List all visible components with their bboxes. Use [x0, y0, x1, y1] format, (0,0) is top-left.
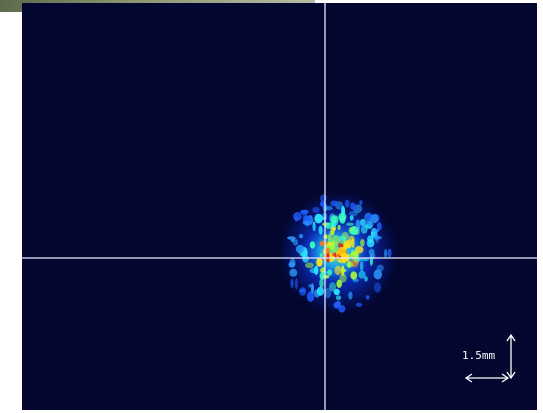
sensor-frame — [22, 3, 537, 410]
speckle — [330, 216, 337, 224]
speckle — [335, 266, 342, 276]
speckle — [346, 223, 354, 226]
speckle — [310, 241, 315, 248]
speckle — [330, 230, 335, 236]
speckle — [333, 227, 336, 230]
speckle — [325, 206, 333, 210]
speckle — [317, 287, 324, 296]
speckle — [359, 200, 362, 205]
speckle — [340, 274, 347, 283]
speckle — [290, 279, 293, 289]
speckle — [295, 278, 298, 289]
speckle — [296, 245, 305, 253]
speckle — [316, 258, 322, 267]
speckle — [312, 207, 319, 213]
speckle — [331, 240, 335, 250]
speckle — [358, 271, 365, 279]
beam-profile-image: 1.5mm — [0, 0, 543, 413]
speckle — [338, 225, 341, 230]
speckle — [348, 292, 352, 300]
speckle — [368, 223, 374, 226]
beam-spot — [276, 189, 400, 317]
speckle — [345, 200, 350, 208]
speckle — [384, 249, 387, 258]
speckle — [360, 239, 365, 247]
speckle — [299, 287, 306, 295]
scale-label: 1.5mm — [462, 349, 495, 362]
speckle — [325, 288, 331, 298]
speckle — [330, 201, 338, 207]
speckle — [374, 269, 382, 279]
speckle — [302, 255, 309, 263]
speckle — [360, 261, 363, 272]
speckle — [356, 227, 360, 235]
speckle — [310, 268, 318, 273]
speckle — [375, 236, 382, 240]
speckle — [334, 289, 340, 295]
speckle — [322, 267, 325, 273]
page: {"scale_label": "1.5mm"} — [0, 0, 543, 413]
speckle — [289, 269, 297, 277]
speckle — [311, 283, 314, 294]
speckle — [369, 253, 375, 260]
speckle — [349, 211, 358, 216]
speckle — [320, 253, 323, 257]
speckle — [299, 234, 303, 239]
speckle — [317, 217, 325, 220]
speckle — [338, 305, 345, 313]
speckle — [366, 295, 370, 300]
speckle — [305, 262, 314, 268]
speckle — [288, 262, 295, 268]
speckle — [303, 221, 311, 225]
speckle — [326, 247, 330, 253]
speckle — [350, 202, 356, 210]
speckle — [377, 222, 382, 230]
speckle — [351, 238, 354, 248]
speckle — [313, 221, 316, 231]
speckle — [336, 295, 341, 300]
speckle — [339, 215, 345, 223]
speckle — [366, 213, 372, 220]
speckle — [341, 269, 347, 272]
speckle — [387, 249, 391, 258]
speckle — [347, 262, 354, 267]
speckle — [319, 226, 323, 235]
speckle — [353, 278, 359, 282]
speckle — [327, 269, 332, 275]
speckle — [293, 212, 302, 221]
speckle — [349, 229, 353, 234]
speckle — [287, 236, 296, 239]
speckle — [367, 235, 374, 243]
speckle — [356, 303, 362, 307]
speckle — [374, 282, 381, 292]
